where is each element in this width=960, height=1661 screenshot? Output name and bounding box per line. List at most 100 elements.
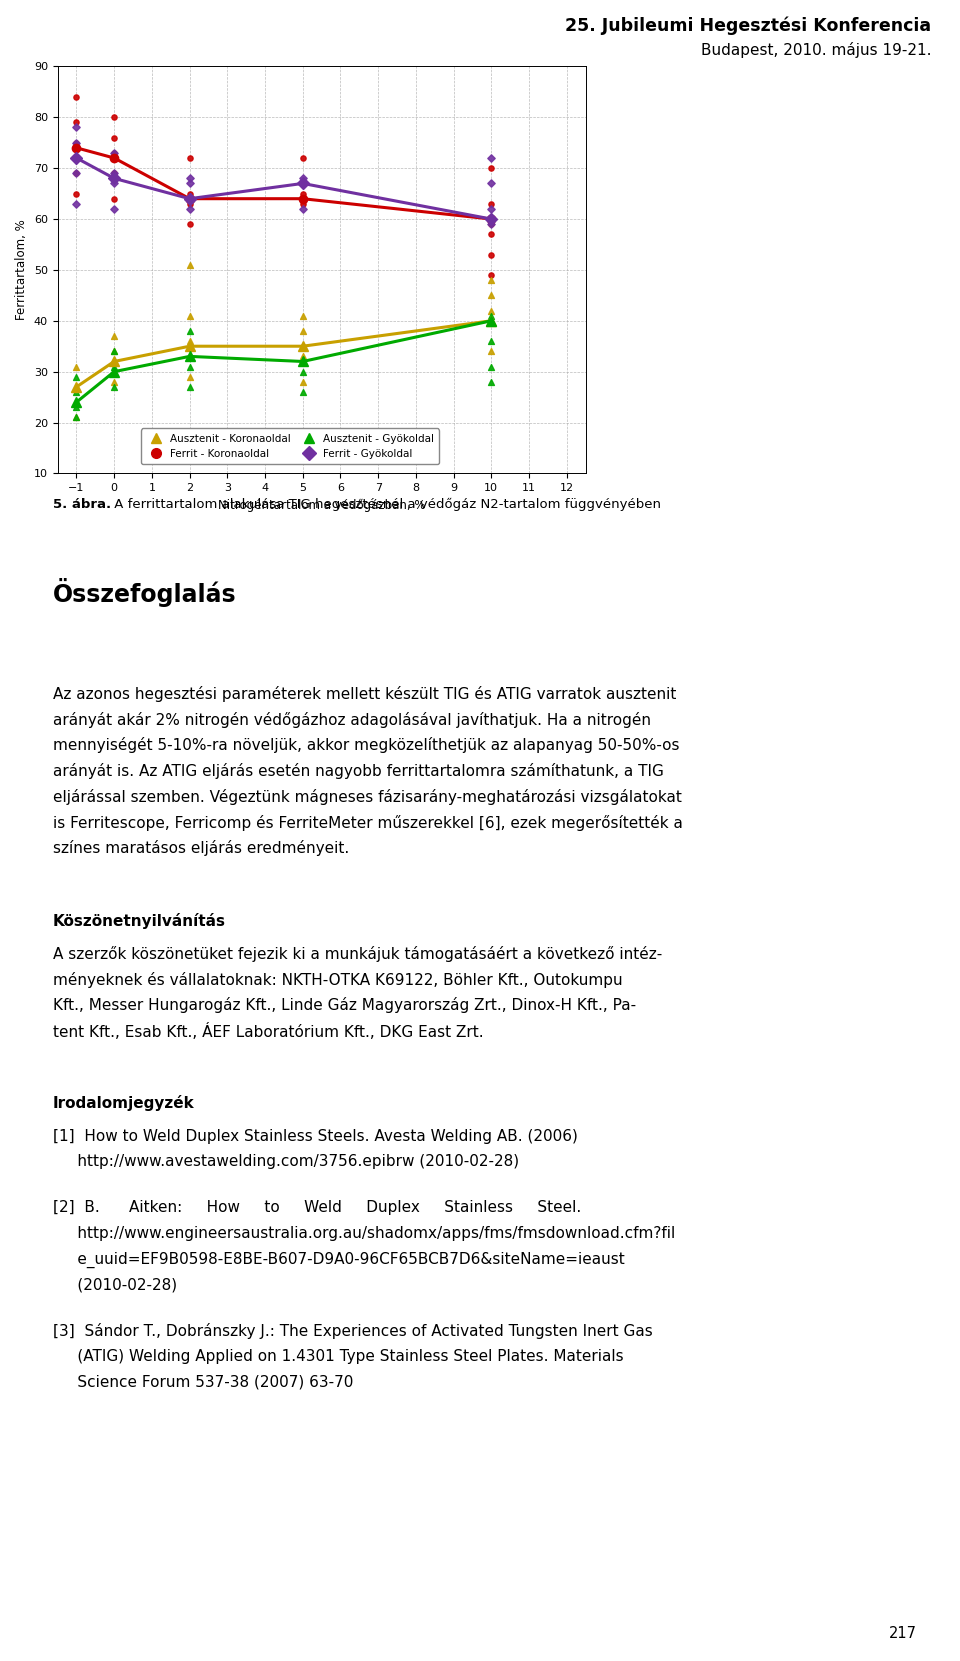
- Point: [484, 262, 499, 289]
- Text: [1]  How to Weld Duplex Stainless Steels. Avesta Welding AB. (2006): [1] How to Weld Duplex Stainless Steels.…: [53, 1129, 578, 1144]
- Point: [484, 154, 499, 181]
- Text: Kft., Messer Hungarogáz Kft., Linde Gáz Magyarország Zrt., Dinox-H Kft., Pa-: Kft., Messer Hungarogáz Kft., Linde Gáz …: [53, 997, 636, 1013]
- Text: ményeknek és vállalatoknak: NKTH-OTKA K69122, Böhler Kft., Outokumpu: ményeknek és vállalatoknak: NKTH-OTKA K6…: [53, 972, 622, 988]
- Point: [69, 379, 84, 405]
- Point: [484, 369, 499, 395]
- Point: [182, 145, 198, 171]
- Point: [295, 191, 310, 218]
- Point: [107, 196, 122, 223]
- Point: [69, 83, 84, 110]
- Point: [69, 394, 84, 420]
- Point: [484, 191, 499, 218]
- Point: [484, 297, 499, 324]
- Text: 5. ábra.: 5. ábra.: [53, 498, 111, 512]
- Point: [182, 317, 198, 344]
- Point: [107, 339, 122, 365]
- Text: arányát akár 2% nitrogén védőgázhoz adagolásával javíthatjuk. Ha a nitrogén: arányát akár 2% nitrogén védőgázhoz adag…: [53, 711, 651, 728]
- Point: [182, 302, 198, 329]
- Text: http://www.avestawelding.com/3756.epibrw (2010-02-28): http://www.avestawelding.com/3756.epibrw…: [53, 1154, 519, 1169]
- Point: [69, 364, 84, 390]
- Point: [484, 221, 499, 247]
- Text: [3]  Sándor T., Dobránszky J.: The Experiences of Activated Tungsten Inert Gas: [3] Sándor T., Dobránszky J.: The Experi…: [53, 1324, 653, 1339]
- Text: tent Kft., Esab Kft., ÁEF Laboratórium Kft., DKG East Zrt.: tent Kft., Esab Kft., ÁEF Laboratórium K…: [53, 1023, 484, 1040]
- Text: is Ferritescope, Ferricomp és FerriteMeter műszerekkel [6], ezek megerősítették : is Ferritescope, Ferricomp és FerriteMet…: [53, 816, 683, 830]
- Point: [295, 145, 310, 171]
- Text: arányát is. Az ATIG eljárás esetén nagyobb ferrittartalomra számíthatunk, a TIG: arányát is. Az ATIG eljárás esetén nagyo…: [53, 764, 663, 779]
- Point: [295, 164, 310, 191]
- Point: [107, 322, 122, 349]
- Point: [484, 267, 499, 294]
- Point: [69, 130, 84, 156]
- Text: [2]  B.      Aitken:     How     to     Weld     Duplex     Stainless     Steel.: [2] B. Aitken: How to Weld Duplex Stainl…: [53, 1201, 581, 1216]
- Point: [182, 181, 198, 208]
- Point: [107, 105, 122, 131]
- Point: [295, 344, 310, 370]
- Point: [182, 364, 198, 390]
- Text: e_uuid=EF9B0598-E8BE-B607-D9A0-96CF65BCB7D6&siteName=ieaust: e_uuid=EF9B0598-E8BE-B607-D9A0-96CF65BCB…: [53, 1252, 625, 1267]
- Text: http://www.engineersaustralia.org.au/shadomx/apps/fms/fmsdownload.cfm?fil: http://www.engineersaustralia.org.au/sha…: [53, 1226, 675, 1241]
- Point: [295, 196, 310, 223]
- Point: [295, 359, 310, 385]
- Text: A ferrittartalom alakulása TIG hegesztésnél a védőgáz N2-tartalom függvényében: A ferrittartalom alakulása TIG hegesztés…: [110, 498, 661, 512]
- Point: [69, 145, 84, 171]
- Point: [484, 307, 499, 334]
- Point: [69, 374, 84, 400]
- Point: [107, 169, 122, 196]
- Point: [484, 145, 499, 171]
- Point: [69, 110, 84, 136]
- Point: [69, 354, 84, 380]
- Text: 217: 217: [889, 1626, 917, 1641]
- Point: [484, 307, 499, 334]
- Point: [69, 191, 84, 218]
- Point: [182, 344, 198, 370]
- Point: [484, 327, 499, 354]
- Point: [182, 169, 198, 196]
- Text: 25. Jubileumi Hegesztési Konferencia: 25. Jubileumi Hegesztési Konferencia: [565, 17, 931, 35]
- Point: [182, 374, 198, 400]
- Point: [295, 379, 310, 405]
- Point: [295, 302, 310, 329]
- Text: Köszönetnyilvánítás: Köszönetnyilvánítás: [53, 914, 226, 928]
- Point: [484, 241, 499, 267]
- Point: [69, 404, 84, 430]
- Point: [107, 159, 122, 186]
- Point: [107, 339, 122, 365]
- Point: [69, 115, 84, 141]
- Point: [484, 196, 499, 223]
- Point: [182, 327, 198, 354]
- Point: [484, 211, 499, 238]
- Point: [69, 181, 84, 208]
- Point: [182, 354, 198, 380]
- Text: Az azonos hegesztési paraméterek mellett készült TIG és ATIG varratok ausztenit: Az azonos hegesztési paraméterek mellett…: [53, 686, 676, 703]
- Text: (2010-02-28): (2010-02-28): [53, 1277, 177, 1292]
- Point: [69, 159, 84, 186]
- Point: [484, 169, 499, 196]
- Point: [69, 404, 84, 430]
- Point: [107, 140, 122, 166]
- Point: [107, 125, 122, 151]
- X-axis label: Nitrogéntartalom a védőgázban, %: Nitrogéntartalom a védőgázban, %: [218, 498, 425, 512]
- Legend: Ausztenit - Koronaoldal, Ferrit - Koronaoldal, Ausztenit - Gyökoldal, Ferrit - G: Ausztenit - Koronaoldal, Ferrit - Korona…: [141, 429, 439, 463]
- Text: eljárással szemben. Végeztünk mágneses fázisarány-meghatározási vizsgálatokat: eljárással szemben. Végeztünk mágneses f…: [53, 789, 682, 806]
- Text: Science Forum 537-38 (2007) 63-70: Science Forum 537-38 (2007) 63-70: [53, 1375, 353, 1390]
- Point: [182, 164, 198, 191]
- Point: [484, 302, 499, 329]
- Text: Összefoglalás: Összefoglalás: [53, 578, 236, 606]
- Y-axis label: Ferrittartalom, %: Ferrittartalom, %: [15, 219, 28, 321]
- Point: [69, 130, 84, 156]
- Point: [295, 317, 310, 344]
- Point: [69, 159, 84, 186]
- Text: Irodalomjegyzék: Irodalomjegyzék: [53, 1096, 195, 1111]
- Point: [295, 349, 310, 375]
- Point: [107, 354, 122, 380]
- Text: A szerzők köszönetüket fejezik ki a munkájuk támogatásáért a következő intéz-: A szerzők köszönetüket fejezik ki a munk…: [53, 947, 662, 962]
- Point: [295, 169, 310, 196]
- Point: [107, 159, 122, 186]
- Point: [484, 282, 499, 309]
- Point: [295, 369, 310, 395]
- Text: (ATIG) Welding Applied on 1.4301 Type Stainless Steel Plates. Materials: (ATIG) Welding Applied on 1.4301 Type St…: [53, 1349, 623, 1364]
- Point: [107, 140, 122, 166]
- Point: [182, 191, 198, 218]
- Point: [182, 196, 198, 223]
- Point: [484, 354, 499, 380]
